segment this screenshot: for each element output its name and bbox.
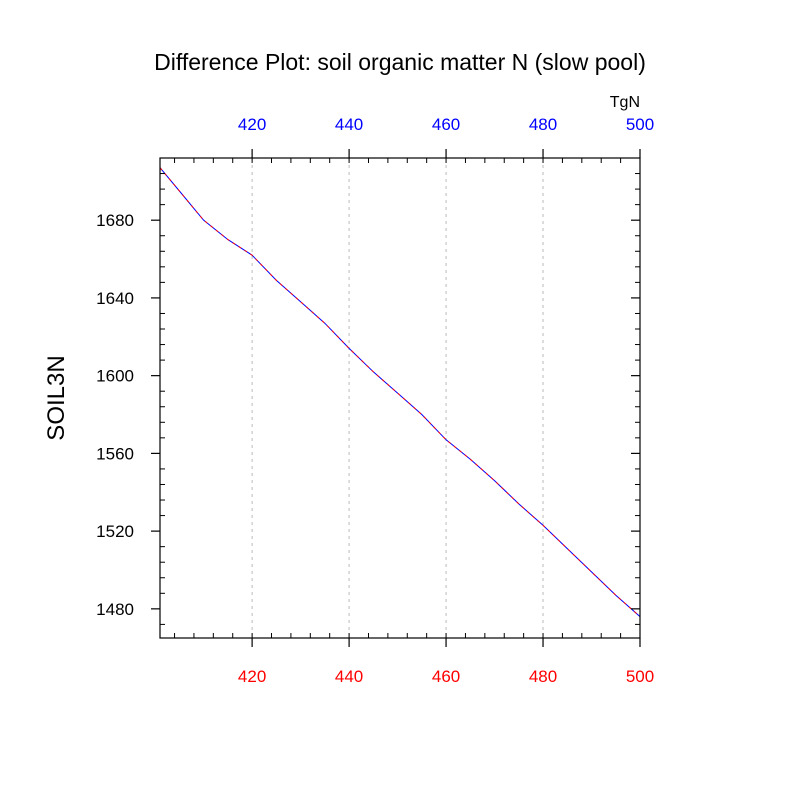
y-tick-label: 1480 (96, 600, 134, 619)
x-tick-label-bottom: 480 (529, 667, 557, 686)
series-lines (159, 167, 641, 617)
y-axis-label: SOIL3N (43, 355, 70, 440)
series-line-2 (159, 167, 641, 617)
x-tick-label-top: 500 (626, 115, 654, 134)
x-tick-label-bottom: 440 (335, 667, 363, 686)
y-tick-label: 1560 (96, 444, 134, 463)
tick-labels: 420 420 440 440 460 460 480 480 500 500 1480 1520 15… (96, 115, 654, 686)
grid-lines (251, 158, 544, 638)
x-tick-label-top: 440 (335, 115, 363, 134)
axis-ticks (151, 149, 641, 647)
x-tick-label-bottom: 420 (238, 667, 266, 686)
x-tick-label-top: 480 (529, 115, 557, 134)
y-tick-label: 1680 (96, 211, 134, 230)
y-tick-label: 1640 (96, 289, 134, 308)
x-tick-label-bottom: 460 (432, 667, 460, 686)
chart-title: Difference Plot: soil organic matter N (… (154, 49, 646, 75)
y-tick-label: 1600 (96, 367, 134, 386)
top-axis-units: TgN (610, 94, 640, 111)
plot-frame (159, 157, 641, 639)
x-tick-label-top: 420 (238, 115, 266, 134)
x-tick-label-top: 460 (432, 115, 460, 134)
x-tick-label-bottom: 500 (626, 667, 654, 686)
y-tick-label: 1520 (96, 522, 134, 541)
